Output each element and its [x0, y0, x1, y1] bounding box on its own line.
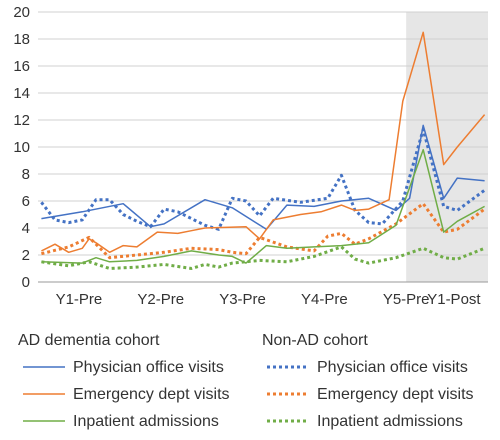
y-tick-label: 0	[22, 274, 30, 291]
x-tick-label: Y1-Pre	[56, 291, 103, 308]
legend-label: Emergency dept visits	[73, 386, 230, 403]
y-axis-ticks: 0 2 4 6 8 10 12 14 16 18 20	[13, 4, 30, 291]
legend-label: Physician office visits	[317, 359, 468, 376]
series-line-ad-physician-office-visits	[41, 124, 485, 231]
x-tick-label: Y4-Pre	[301, 291, 348, 308]
y-tick-label: 16	[13, 58, 30, 75]
series-lines	[40, 31, 486, 270]
series-line-ad-emergency-dept-visits	[41, 31, 486, 254]
y-tick-label: 18	[13, 31, 30, 48]
x-tick-label: Y5-Pre	[383, 291, 430, 308]
legend-group-heading: Non-AD cohort	[262, 332, 368, 349]
legend-label: Inpatient admissions	[317, 413, 463, 430]
y-tick-label: 20	[13, 4, 30, 21]
y-tick-label: 4	[22, 220, 30, 237]
y-tick-label: 10	[13, 139, 30, 156]
y-tick-label: 2	[22, 247, 30, 264]
y-tick-label: 8	[22, 166, 30, 183]
legend: AD dementia cohort Physician office visit…	[18, 332, 474, 430]
series-line-ad-inpatient-admissions	[41, 148, 485, 264]
x-tick-label: Y2-Pre	[137, 291, 184, 308]
x-tick-label: Y3-Pre	[219, 291, 266, 308]
series-line-non-ad-physician-office-visits	[40, 127, 486, 231]
y-tick-label: 6	[22, 193, 30, 210]
legend-label: Inpatient admissions	[73, 413, 219, 430]
series-line-non-ad-emergency-dept-visits	[41, 202, 486, 260]
legend-label: Physician office visits	[73, 359, 224, 376]
y-tick-label: 12	[13, 112, 30, 129]
y-tick-label: 14	[13, 85, 30, 102]
legend-group-heading: AD dementia cohort	[18, 332, 160, 349]
legend-label: Emergency dept visits	[317, 386, 474, 403]
series-line-non-ad-inpatient-admissions	[41, 245, 486, 270]
x-tick-label: Y1-Post	[427, 291, 481, 308]
